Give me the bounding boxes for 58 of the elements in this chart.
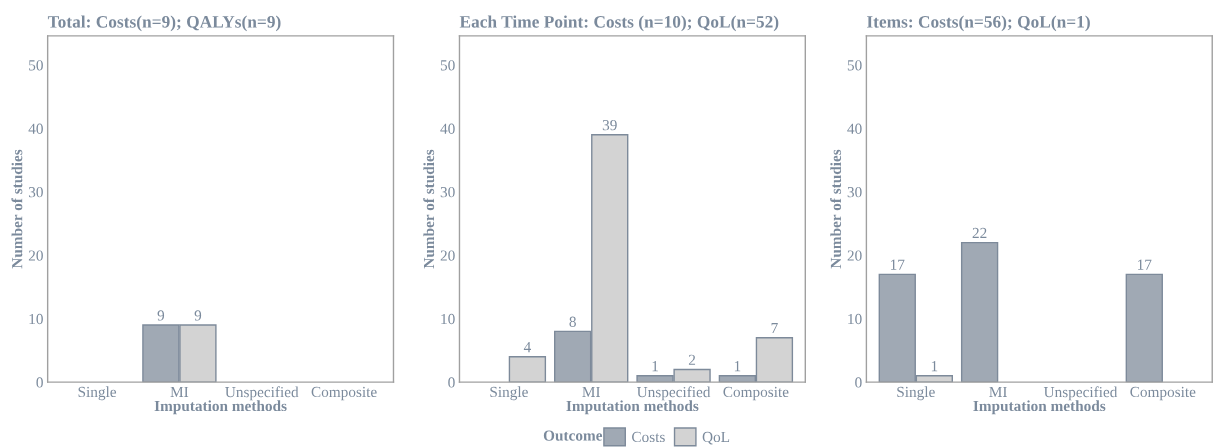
y-tick-label: 40 xyxy=(440,123,455,134)
y-tick-label: 40 xyxy=(847,123,862,134)
y-tick-label: 10 xyxy=(848,313,862,325)
bar xyxy=(960,241,999,383)
chart-title: Each Time Point: Costs (n=10); QoL(n=52) xyxy=(459,15,779,32)
data-label: 9 xyxy=(157,310,165,321)
y-tick-label: 0 xyxy=(36,377,43,388)
legend-label: QoL xyxy=(702,431,730,445)
chart-title: Total: Costs(n=9); QALYs(n=9) xyxy=(47,15,281,32)
data-label: 4 xyxy=(523,342,531,353)
x-tick-label: Composite xyxy=(723,386,789,401)
x-tick-label: MI xyxy=(989,386,1007,397)
y-axis-title: Number of studies xyxy=(11,149,23,269)
y-tick-label: 0 xyxy=(448,377,455,388)
data-label: 17 xyxy=(1138,259,1152,270)
data-label: 22 xyxy=(972,227,987,238)
x-tick-label: Unspecified xyxy=(225,386,299,401)
y-tick-label: 20 xyxy=(847,250,862,261)
y-tick-label: 30 xyxy=(28,187,43,198)
chart-title: Items: Costs(n=56); QoL(n=1) xyxy=(866,15,1090,32)
bar xyxy=(508,356,547,383)
y-axis-title: Number of studies xyxy=(423,149,435,269)
x-tick-label: Unspecified xyxy=(1043,386,1118,401)
data-label: 2 xyxy=(688,354,696,365)
legend-title: Outcome xyxy=(543,430,603,441)
data-label: 1 xyxy=(652,361,658,372)
x-tick-label: MI xyxy=(582,386,601,397)
bar xyxy=(1125,273,1163,383)
x-axis-title: Imputation methods xyxy=(154,400,287,415)
data-label: 39 xyxy=(602,120,617,131)
x-axis-title: Imputation methods xyxy=(566,400,699,415)
y-tick-label: 20 xyxy=(28,250,43,261)
y-tick-label: 50 xyxy=(29,60,43,71)
data-label: 8 xyxy=(569,316,576,327)
y-tick-label: 50 xyxy=(847,60,862,71)
y-tick-label: 40 xyxy=(28,123,43,134)
y-tick-label: 10 xyxy=(29,313,43,325)
y-axis-title: Number of studies xyxy=(830,149,842,269)
y-tick-label: 30 xyxy=(847,187,862,198)
y-tick-label: 20 xyxy=(440,250,455,261)
y-tick-label: 10 xyxy=(441,313,455,325)
x-tick-label: Single xyxy=(897,386,935,401)
x-tick-label: Composite xyxy=(311,386,377,401)
y-tick-label: 30 xyxy=(440,187,455,198)
data-label: 1 xyxy=(734,361,741,372)
data-label: 9 xyxy=(194,310,202,321)
legend-label: Costs xyxy=(632,431,665,443)
data-label: 1 xyxy=(931,361,938,372)
x-tick-label: Single xyxy=(78,386,117,401)
x-tick-label: Single xyxy=(490,386,528,401)
y-tick-label: 50 xyxy=(440,60,455,71)
x-tick-label: Unspecified xyxy=(636,386,711,401)
x-axis-title: Imputation methods xyxy=(973,400,1106,415)
y-tick-label: 0 xyxy=(855,377,862,388)
data-label: 17 xyxy=(890,259,905,270)
x-tick-label: Composite xyxy=(1130,386,1196,401)
x-tick-label: MI xyxy=(170,386,189,397)
data-label: 7 xyxy=(771,323,778,334)
